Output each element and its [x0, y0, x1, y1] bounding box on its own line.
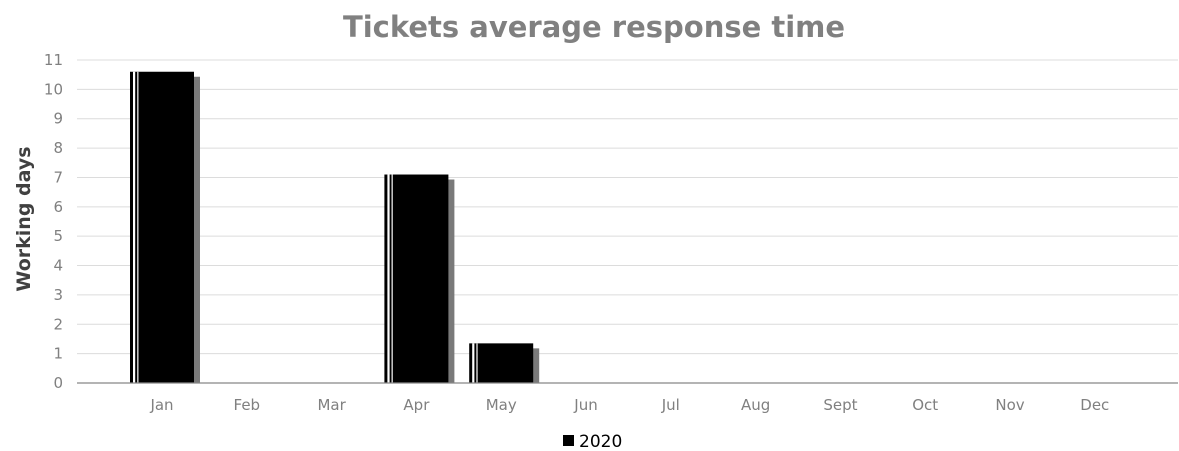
- bar-jan: [130, 71, 200, 383]
- legend-swatch-2020: [563, 435, 574, 446]
- x-tick-label-nov: Nov: [995, 396, 1024, 414]
- bar-apr: [384, 174, 455, 383]
- bar-highlight: [137, 71, 139, 383]
- y-tick-label: 8: [53, 139, 63, 157]
- x-tick-label-jun: Jun: [573, 396, 597, 414]
- x-tick-label-aug: Aug: [741, 396, 770, 414]
- y-tick-label: 11: [44, 51, 63, 69]
- x-tick-label-may: May: [486, 396, 517, 414]
- y-tick-labels: 0 1 2 3 4 5 6 7 8 9 10 11: [44, 51, 63, 392]
- y-tick-label: 7: [53, 168, 63, 186]
- chart-title: Tickets average response time: [343, 10, 845, 44]
- bar-may: [469, 343, 540, 383]
- bar-body: [130, 71, 194, 383]
- legend: 2020: [563, 432, 622, 451]
- y-tick-label: 6: [53, 198, 63, 216]
- y-tick-label: 2: [53, 315, 63, 333]
- x-tick-label-jan: Jan: [149, 396, 173, 414]
- x-tick-label-oct: Oct: [912, 396, 938, 414]
- y-tick-label: 3: [53, 286, 63, 304]
- bar-highlight: [391, 174, 393, 383]
- bar-highlight: [476, 343, 478, 383]
- gridlines: [77, 59, 1178, 355]
- x-tick-label-feb: Feb: [234, 396, 261, 414]
- x-tick-label-apr: Apr: [403, 396, 430, 414]
- y-tick-label: 9: [53, 110, 63, 128]
- y-tick-label: 0: [53, 374, 63, 392]
- y-tick-label: 4: [53, 257, 63, 275]
- x-tick-label-mar: Mar: [317, 396, 346, 414]
- legend-label-2020: 2020: [579, 432, 622, 451]
- bar-body: [384, 174, 449, 383]
- bar-highlight: [133, 71, 136, 383]
- y-tick-label: 5: [53, 227, 63, 245]
- bar-body: [469, 343, 534, 383]
- x-tick-label-sept: Sept: [823, 396, 857, 414]
- y-tick-label: 10: [44, 80, 63, 98]
- y-tick-label: 1: [53, 345, 63, 363]
- x-tick-label-dec: Dec: [1080, 396, 1109, 414]
- bars: [130, 71, 540, 383]
- x-tick-label-jul: Jul: [661, 396, 680, 414]
- bar-highlight: [472, 343, 475, 383]
- bar-highlight: [387, 174, 390, 383]
- x-tick-labels: Jan Feb Mar Apr May Jun Jul Aug Sept Oct Nov Dec: [149, 396, 1109, 414]
- y-axis-label: Working days: [13, 146, 35, 291]
